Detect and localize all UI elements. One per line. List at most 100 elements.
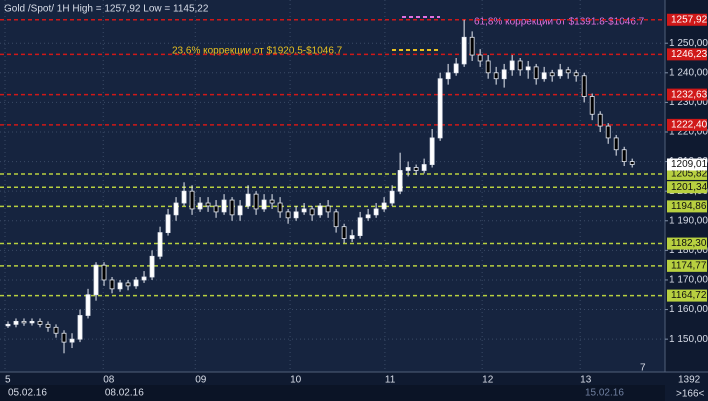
date-label: 05.02.16 <box>8 388 47 399</box>
candle-body <box>301 208 307 213</box>
candle-body <box>165 214 171 234</box>
candle-body <box>581 75 587 97</box>
level-label: 1201,34 <box>671 182 708 193</box>
level-label: 1194,86 <box>671 201 707 212</box>
candle-body <box>389 190 395 204</box>
candle-body <box>525 66 531 71</box>
date-label: 08.02.16 <box>105 388 144 399</box>
candle-body <box>173 202 179 216</box>
level-label: 1164,72 <box>671 290 707 301</box>
candle-body <box>405 167 411 171</box>
candle-body <box>237 205 243 216</box>
candle-body <box>533 66 539 80</box>
candle-body <box>189 190 195 210</box>
candle-body <box>557 69 563 77</box>
candle-body <box>5 323 11 327</box>
level-label: 1205,82 <box>671 169 708 180</box>
y-tick-label: 1 190,00 <box>669 215 708 226</box>
candle-body <box>421 164 427 171</box>
page-mark: 7 <box>640 363 646 374</box>
level-box <box>667 13 707 26</box>
candle-body <box>573 72 579 77</box>
y-tick-label: 1 180,00 <box>669 245 708 256</box>
y-tick-label: 1 160,00 <box>669 304 708 315</box>
candle-body <box>509 60 515 71</box>
level-label: 1174,77 <box>671 260 707 271</box>
x-tick-label: 12 <box>482 375 494 386</box>
level-box <box>667 167 707 180</box>
candle-body <box>149 255 155 278</box>
candle-body <box>245 193 251 207</box>
x-tick-label: 11 <box>385 375 396 386</box>
level-box <box>667 88 707 101</box>
candle-body <box>37 320 43 325</box>
annotation: 61,8% коррекции от $1391.8-$1046.7 <box>474 17 645 28</box>
candle-body <box>285 211 291 219</box>
date-label: 15.02.16 <box>585 388 624 399</box>
candle-body <box>437 78 443 139</box>
candle-body <box>261 199 267 210</box>
level-label: 1182,30 <box>671 238 707 249</box>
candle-body <box>213 205 219 213</box>
candle-body <box>517 60 523 71</box>
last-price-label: 1209,01 <box>671 159 708 170</box>
x-tick-label: 10 <box>290 375 302 386</box>
candle-body <box>549 72 555 77</box>
candle-body <box>477 54 483 62</box>
candle-body <box>77 315 83 340</box>
candle-body <box>349 235 355 239</box>
y-tick-label: 1 250,00 <box>669 38 708 49</box>
candle-body <box>133 279 139 287</box>
candle-body <box>605 125 611 139</box>
last-price-box <box>667 158 707 171</box>
level-box <box>667 48 707 61</box>
candle-body <box>613 137 619 151</box>
level-label: 1257,92 <box>671 14 708 25</box>
candle-body <box>493 72 499 80</box>
candle-body <box>229 199 235 216</box>
date-bar <box>0 385 665 401</box>
y-tick-label: 1 170,00 <box>669 275 708 286</box>
candle-body <box>141 276 147 281</box>
candle-body <box>221 199 227 213</box>
candle-body <box>333 211 339 228</box>
candle-body <box>69 338 75 343</box>
candle-body <box>197 202 203 210</box>
candle-body <box>565 69 571 74</box>
chart-title: Gold /Spot/ 1H High = 1257,92 Low = 1145… <box>4 4 209 15</box>
x-tick-label: 08 <box>103 375 115 386</box>
level-box <box>667 118 707 131</box>
candle-body <box>45 323 51 328</box>
shift[interactable]: >166< <box>676 389 705 400</box>
y-tick-label: 1 220,00 <box>669 127 708 138</box>
candle-body <box>341 226 347 239</box>
candle-body <box>205 202 211 207</box>
level-label: 1222,40 <box>671 120 708 131</box>
candle-body <box>181 190 187 204</box>
candle-body <box>101 264 107 281</box>
level-box <box>667 259 707 272</box>
candle-body <box>541 72 547 80</box>
candle-body <box>357 217 363 236</box>
candle-body <box>461 36 467 65</box>
candle-body <box>157 232 163 257</box>
candle-body <box>629 161 635 165</box>
y-tick-label: 1 150,00 <box>669 334 708 345</box>
x-tick-label: 13 <box>580 375 592 386</box>
candle-body <box>21 320 27 324</box>
candle-body <box>597 113 603 127</box>
x-tick-label: 09 <box>195 375 207 386</box>
bars-count: 1392 <box>678 375 701 386</box>
candle-body <box>469 36 475 56</box>
candle-body <box>373 208 379 216</box>
level-box <box>667 200 707 213</box>
candle-body <box>485 60 491 74</box>
candle-body <box>29 320 35 324</box>
y-tick-label: 1 230,00 <box>669 97 708 108</box>
candle-body <box>53 326 59 334</box>
level-box <box>667 237 707 250</box>
candle-body <box>325 205 331 213</box>
candle-body <box>501 69 507 80</box>
candle-body <box>309 208 315 216</box>
candle-body <box>13 320 19 325</box>
